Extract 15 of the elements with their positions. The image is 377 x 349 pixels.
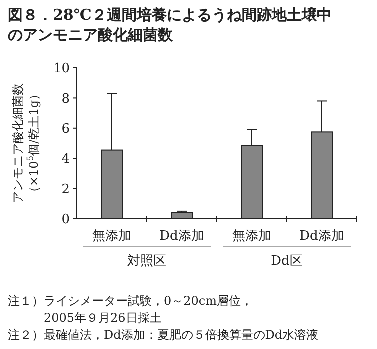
y-tick-label: 2 bbox=[62, 182, 70, 198]
y-tick-label: 6 bbox=[62, 122, 70, 137]
x-tick-label: 無添加 bbox=[232, 229, 272, 244]
text: Dd区 bbox=[271, 254, 303, 269]
y-tick-label: 0 bbox=[62, 212, 70, 228]
x-tick-label: Dd添加 bbox=[300, 229, 344, 244]
text: 対照区 bbox=[128, 253, 166, 269]
text: 注１）ライシメーター試験，0～20cm層位，2005年９月26日採土 bbox=[8, 294, 254, 325]
chart-title: 図８．28℃２週間培養によるうね間跡地土壌中のアンモニア酸化細菌数 bbox=[8, 6, 332, 44]
x-tick-label: Dd添加 bbox=[160, 229, 204, 244]
text: 注２）最確値法，Dd添加：夏肥の５倍換算量のDd水溶液 bbox=[8, 328, 319, 342]
x-tick-label: 無添加 bbox=[92, 229, 132, 244]
y-tick-label: 8 bbox=[62, 92, 70, 107]
y-tick-label: 4 bbox=[62, 152, 70, 168]
y-tick-label: 10 bbox=[53, 62, 70, 77]
